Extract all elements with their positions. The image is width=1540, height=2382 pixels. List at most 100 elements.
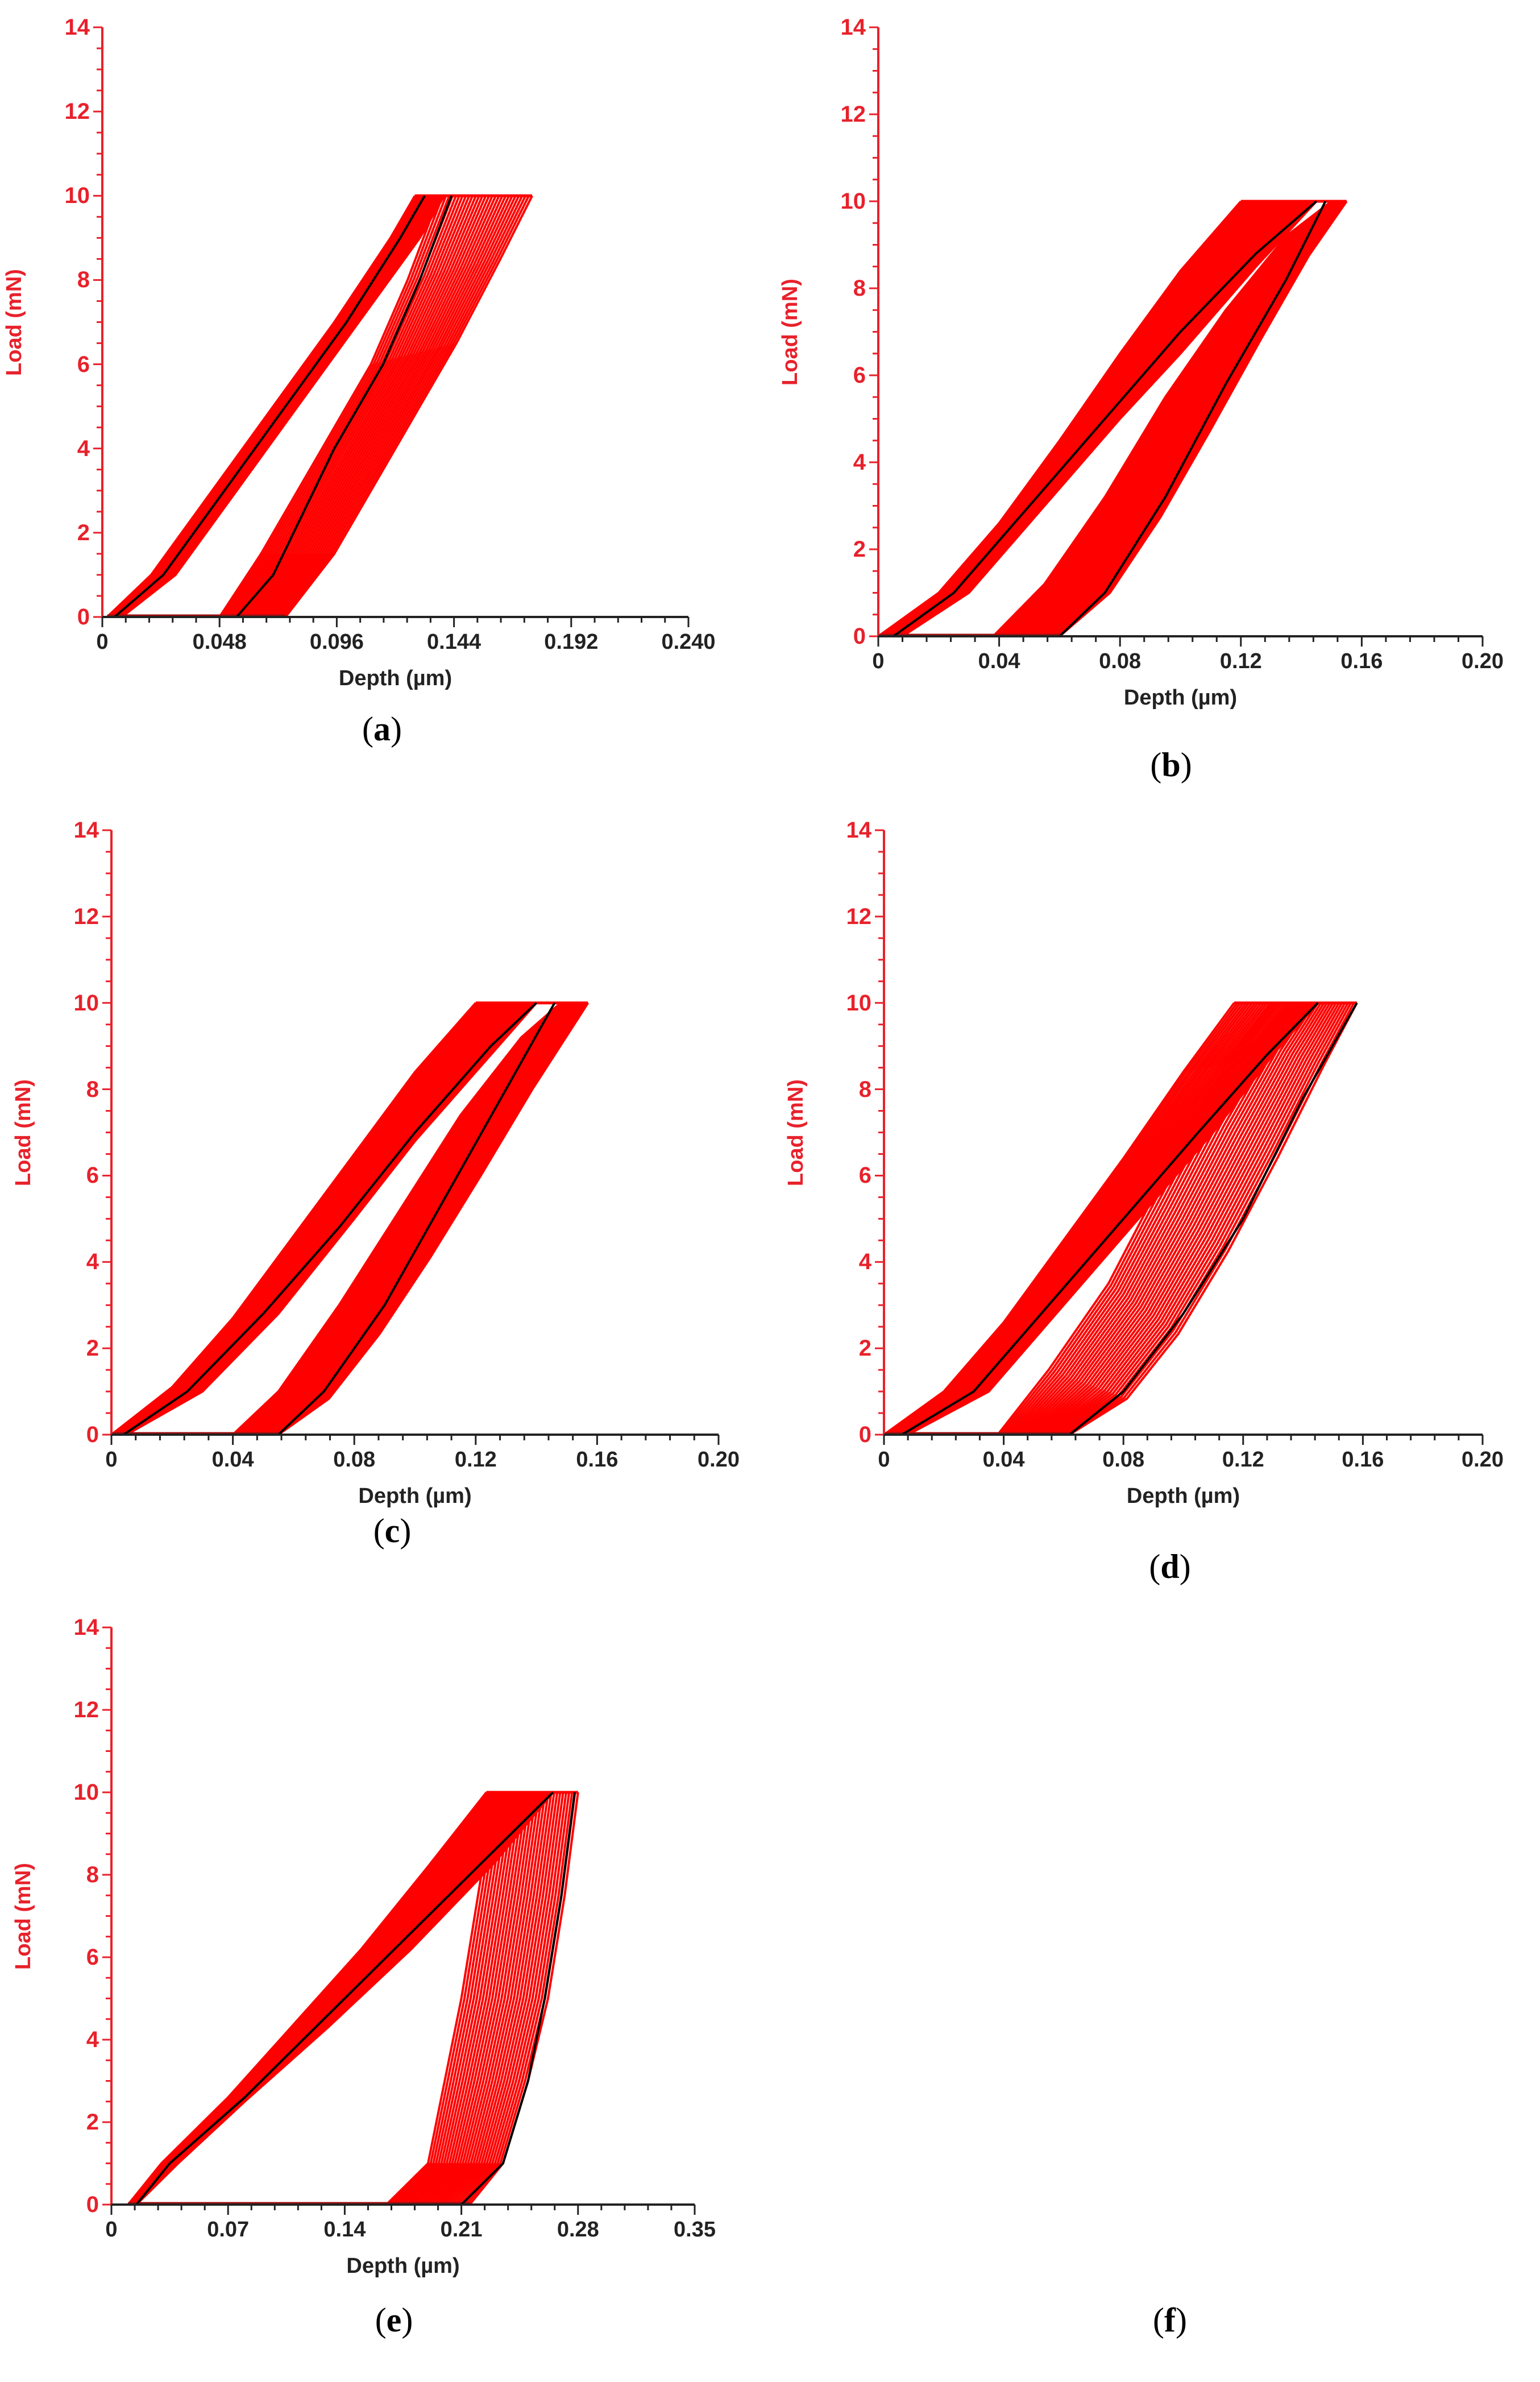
y-tick-label: 6 — [86, 1945, 99, 1970]
mean-unloading-curve — [277, 1002, 556, 1436]
y-tick-label: 12 — [73, 1697, 99, 1722]
indentation-curve — [385, 1792, 496, 2206]
red-curve-band — [106, 195, 533, 618]
indentation-curve — [1048, 1002, 1334, 1436]
caption-c: (c) — [373, 1512, 412, 1550]
red-curve-band — [110, 1002, 590, 1436]
chart-panel-e: 0 2 4 6 8 10 12 14 0 0.07 0.14 0.21 0.28 0.35 Load (mN… — [0, 1592, 756, 2382]
x-tick-label: 0.240 — [661, 630, 716, 654]
y-tick-label: 10 — [64, 183, 90, 209]
indentation-curve — [238, 1002, 566, 1436]
indentation-curve — [1059, 200, 1348, 637]
indentation-curve — [1056, 1002, 1343, 1436]
indentation-curve — [268, 195, 510, 618]
indentation-curve — [1040, 1002, 1325, 1436]
y-axis-label: Load (mN) — [784, 1079, 808, 1186]
x-tick-label: 0.28 — [557, 2218, 599, 2242]
x-axis-label: Depth (µm) — [346, 2254, 460, 2278]
y-tick-label: 4 — [858, 1249, 871, 1275]
indentation-curve — [460, 1792, 571, 2206]
indentation-curve — [263, 195, 504, 618]
indentation-curve — [400, 1792, 511, 2206]
indentation-curve — [1051, 1002, 1337, 1436]
x-tick-label: 0.096 — [309, 630, 364, 654]
caption-b: (b) — [1150, 746, 1192, 784]
y-tick-label: 8 — [858, 1076, 871, 1102]
indentation-curve — [418, 1792, 529, 2206]
chart-panel-b: 0 2 4 6 8 10 12 14 0 0.04 0.08 0.12 0.16 0.20 Load (mN… — [773, 0, 1540, 796]
indentation-curve — [270, 195, 513, 618]
indentation-curve — [1012, 1002, 1292, 1436]
y-tick-label: 2 — [858, 1336, 871, 1361]
y-tick-label: 4 — [853, 450, 866, 475]
x-tick-label: 0.20 — [698, 1448, 740, 1472]
y-tick-label: 4 — [77, 436, 90, 461]
indentation-curve — [256, 1002, 576, 1436]
x-tick-label: 0.08 — [1102, 1448, 1145, 1472]
x-tick-label: 0.16 — [576, 1448, 619, 1472]
indentation-curve — [394, 1792, 505, 2206]
x-axis-label: Depth (µm) — [1126, 1484, 1240, 1508]
y-tick-label: 12 — [64, 99, 90, 125]
indentation-curve — [126, 1002, 538, 1436]
y-tick-label: 0 — [86, 2192, 99, 2217]
mean-loading-curve — [135, 1791, 554, 2206]
indentation-curve — [884, 1002, 1238, 1436]
indentation-curve — [271, 1002, 586, 1436]
indentation-curve — [1053, 1002, 1340, 1436]
indentation-curve — [255, 1002, 575, 1436]
indentation-curve — [275, 195, 520, 618]
plot-area — [869, 26, 1484, 647]
y-tick-label: 6 — [858, 1163, 871, 1188]
x-tick-label: 0.04 — [211, 1448, 254, 1472]
red-curve-band — [883, 1002, 1358, 1436]
indentation-curve — [276, 1002, 588, 1436]
indentation-curve — [269, 1002, 584, 1436]
plot-area — [93, 26, 690, 627]
x-axis-label: Depth (µm) — [358, 1484, 472, 1508]
indentation-curve — [266, 1002, 583, 1436]
x-tick-label: 0.16 — [1342, 1448, 1384, 1472]
y-tick-label: 2 — [86, 2110, 99, 2135]
y-tick-label: 0 — [77, 604, 90, 629]
y-axis-label: Load (mN) — [2, 268, 26, 376]
indentation-curve — [454, 1792, 564, 2206]
indentation-curve — [225, 195, 451, 618]
mean-unloading-curve — [1069, 1002, 1358, 1436]
x-tick-label: 0.20 — [1462, 1448, 1504, 1472]
indentation-curve — [223, 195, 447, 618]
indentation-curve — [412, 1792, 523, 2206]
indentation-curve — [388, 1792, 499, 2206]
indentation-curve — [1010, 1002, 1289, 1436]
indentation-curve — [258, 195, 497, 618]
indentation-curve — [448, 1792, 559, 2206]
y-tick-label: 4 — [86, 2027, 99, 2052]
y-tick-label: 10 — [846, 990, 872, 1016]
mean-unloading-curve — [235, 195, 453, 618]
x-tick-label: 0 — [105, 2218, 118, 2242]
caption-e: (e) — [375, 2301, 413, 2339]
indentation-curve — [439, 1792, 550, 2206]
indentation-curve — [1025, 1002, 1307, 1436]
x-tick-label: 0.21 — [440, 2218, 483, 2242]
x-tick-label: 0.08 — [1099, 649, 1141, 673]
indentation-curve — [999, 1002, 1277, 1436]
indentation-curve — [284, 195, 533, 618]
indentation-curve — [253, 1002, 575, 1436]
indentation-curve — [232, 1002, 562, 1436]
indentation-curve — [240, 1002, 567, 1436]
indentation-curve — [427, 1792, 538, 2206]
indentation-curve — [433, 1792, 543, 2206]
indentation-curve — [409, 1792, 520, 2206]
x-tick-label: 0.12 — [1222, 1448, 1264, 1472]
red-curve-band — [127, 1791, 579, 2206]
indentation-curve — [1035, 1002, 1319, 1436]
indentation-curve — [265, 195, 507, 618]
y-axis-label: Load (mN) — [11, 1862, 35, 1970]
indentation-curve — [391, 1792, 502, 2206]
indentation-curve — [242, 195, 474, 618]
indentation-curve — [997, 1002, 1275, 1436]
indentation-curve — [1043, 1002, 1328, 1436]
indentation-curve — [397, 1792, 508, 2206]
indentation-curve — [277, 1002, 590, 1436]
